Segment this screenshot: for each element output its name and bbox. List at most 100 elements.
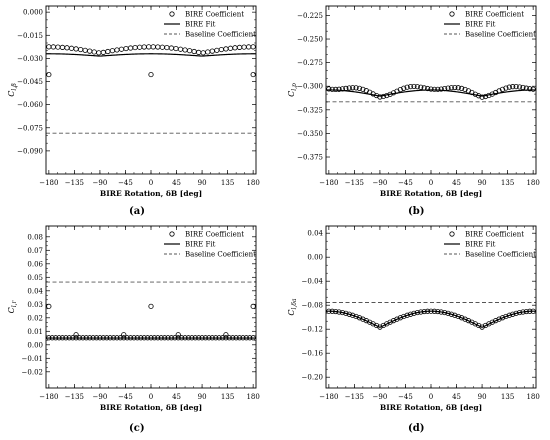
y-axis-label: Cl,r xyxy=(7,299,18,313)
data-point xyxy=(155,335,161,341)
data-point xyxy=(421,85,427,91)
data-point xyxy=(209,335,215,341)
data-point xyxy=(206,335,212,341)
legend-label: BIRE Coefficient xyxy=(185,11,244,19)
data-point xyxy=(209,48,215,54)
y-tick-label: −0.01 xyxy=(22,355,43,363)
data-point xyxy=(455,85,461,91)
data-point xyxy=(442,309,448,316)
data-point xyxy=(185,335,192,341)
x-tick-label: −45 xyxy=(118,179,133,187)
data-point xyxy=(199,335,205,341)
data-point xyxy=(131,335,137,341)
y-tick-label: 0.03 xyxy=(27,301,43,309)
data-point xyxy=(339,309,346,316)
data-point xyxy=(63,335,69,341)
data-point xyxy=(78,46,84,53)
data-point xyxy=(87,48,93,54)
data-point xyxy=(499,86,506,92)
x-tick-label: 90 xyxy=(198,179,207,187)
y-tick-label: 0.04 xyxy=(27,287,43,295)
x-tick-label: 45 xyxy=(452,393,461,401)
x-tick-label: 180 xyxy=(246,393,259,401)
y-axis-label: Cl,p xyxy=(287,83,298,97)
y-tick-label: 0.04 xyxy=(307,230,323,238)
data-point xyxy=(503,85,509,91)
data-point xyxy=(118,46,125,52)
data-point xyxy=(407,311,414,317)
y-tick-label: 0.06 xyxy=(27,260,43,268)
y-tick-label: −0.300 xyxy=(297,83,323,91)
data-point xyxy=(442,85,448,92)
data-point xyxy=(353,313,359,320)
data-point xyxy=(431,308,438,314)
y-tick-label: −0.02 xyxy=(22,368,43,376)
data-point xyxy=(134,335,140,341)
data-point xyxy=(59,335,66,341)
x-tick-label: −135 xyxy=(345,393,364,401)
data-point xyxy=(336,86,342,92)
y-tick-label: 0.000 xyxy=(23,9,43,17)
data-point xyxy=(250,303,256,309)
y-tick-label: −0.275 xyxy=(297,59,323,67)
data-point xyxy=(164,44,170,51)
data-point xyxy=(459,315,465,321)
x-tick-label: 135 xyxy=(501,179,514,187)
data-point xyxy=(407,83,414,90)
data-point xyxy=(121,335,127,341)
data-point xyxy=(462,86,468,93)
legend-marker-icon xyxy=(449,11,455,17)
x-tick-label: −135 xyxy=(65,393,84,401)
data-point xyxy=(175,332,181,338)
data-point xyxy=(202,335,209,341)
data-point xyxy=(132,44,138,51)
legend-label: BIRE Fit xyxy=(465,241,496,249)
x-tick-label: 0 xyxy=(149,393,153,401)
data-point xyxy=(121,332,127,338)
x-tick-label: −45 xyxy=(398,393,413,401)
x-tick-label: −90 xyxy=(373,393,388,401)
data-point xyxy=(516,309,523,316)
data-point xyxy=(250,335,256,341)
y-tick-label: −0.16 xyxy=(302,350,324,358)
y-tick-label: 0.00 xyxy=(27,341,43,349)
y-tick-label: 0.05 xyxy=(27,274,43,282)
data-point xyxy=(510,84,516,90)
data-point xyxy=(50,44,56,50)
caption-c: (c) xyxy=(129,423,145,434)
plot-area xyxy=(326,302,536,330)
data-point xyxy=(179,335,185,341)
legend-label: BIRE Coefficient xyxy=(185,231,244,239)
chart-panel-d: −180 −135 −90 −45 0 45 90 135 180 0.04 0.00 −0.04 −0… xyxy=(287,225,540,412)
data-point xyxy=(506,312,512,318)
x-tick-label: −180 xyxy=(39,179,58,187)
data-point xyxy=(223,335,229,341)
x-tick-label: 90 xyxy=(478,179,487,187)
data-point xyxy=(329,308,335,314)
data-point xyxy=(448,85,455,91)
data-point xyxy=(230,335,236,341)
data-point xyxy=(100,335,106,341)
data-point xyxy=(223,332,229,338)
plot-area xyxy=(46,281,256,341)
data-point xyxy=(346,85,352,91)
data-point xyxy=(56,335,62,341)
data-point xyxy=(155,44,161,50)
data-point xyxy=(110,335,117,341)
y-tick-label: −0.075 xyxy=(17,124,43,132)
x-tick-label: 45 xyxy=(452,179,461,187)
legend-label: BIRE Fit xyxy=(185,241,216,249)
data-point xyxy=(350,312,356,318)
x-tick-label: 90 xyxy=(478,393,487,401)
x-tick-label: −180 xyxy=(319,393,338,401)
data-point xyxy=(186,48,193,54)
data-point xyxy=(326,308,332,314)
data-point xyxy=(455,313,461,320)
data-point xyxy=(523,308,529,315)
data-point xyxy=(97,335,103,341)
data-point xyxy=(87,335,93,341)
y-tick-label: −0.060 xyxy=(17,101,43,109)
data-point xyxy=(141,44,147,50)
data-point xyxy=(196,49,202,55)
legend-marker-icon xyxy=(449,231,455,237)
